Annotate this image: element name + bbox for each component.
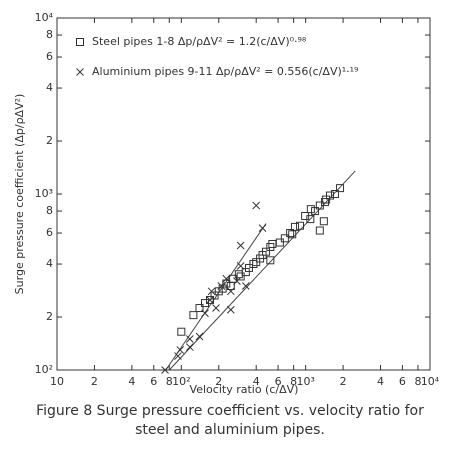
point [330,190,339,198]
point [280,234,289,243]
fit-line [168,170,356,371]
y-tick-label: 4 [46,81,53,94]
point [326,191,335,200]
point [201,309,209,318]
y-tick-label: 10³ [35,187,53,200]
legend-marker [76,38,84,46]
x-tick-label: 8 [290,375,297,388]
point [207,287,216,296]
point [217,282,226,290]
point [241,282,250,290]
point [236,272,245,281]
x-tick-label: 6 [275,375,282,388]
point [306,205,315,214]
x-tick-label: 2 [91,375,98,388]
point [210,291,219,300]
legend-label: Steel pipes 1-8 Δp/ρΔV² = 1.2(c/ΔV)⁰·⁹⁸ [92,35,307,48]
legend-label: Aluminium pipes 9-11 Δp/ρΔV² = 0.556(c/Δ… [92,65,358,78]
x-tick-label: 8 [414,375,421,388]
y-tick-label: 10² [35,363,53,376]
y-tick-label: 2 [46,310,53,323]
point [176,346,185,354]
point [222,274,231,283]
x-tick-label: 4 [128,375,135,388]
point [185,343,194,351]
point [233,277,241,285]
x-tick-label: 10⁴ [421,375,440,388]
point [161,366,169,374]
point [290,222,299,231]
legend-marker [76,68,84,76]
x-tick-label: 6 [150,375,157,388]
point [205,295,214,304]
x-tick-label: 10³ [296,375,314,388]
point [266,242,275,251]
x-tick-label: 6 [399,375,406,388]
point [206,296,214,304]
point [226,305,235,314]
x-tick-label: 4 [253,375,260,388]
fit-line [165,223,267,371]
y-tick-label: 10⁴ [35,11,54,24]
point [195,332,204,341]
point [212,304,220,312]
y-tick-label: 8 [46,28,53,41]
point [268,239,277,248]
x-axis-label: Velocity ratio (c/ΔV) [190,383,299,396]
point [319,217,328,226]
x-tick-label: 8 [166,375,173,388]
point [295,221,304,230]
point [236,262,245,270]
point [236,241,245,250]
point [185,335,194,343]
x-tick-label: 2 [215,375,222,388]
x-tick-label: 10 [50,375,64,388]
y-axis-label: Surge pressure coefficient (Δp/ρΔV²) [13,94,26,295]
y-tick-label: 4 [46,257,53,270]
point [315,226,324,235]
point [286,229,295,238]
y-tick-label: 6 [46,50,53,63]
point [306,215,315,224]
y-tick-label: 8 [46,204,53,217]
point [228,274,237,283]
x-tick-label: 10² [172,375,190,388]
point [262,247,271,256]
point [226,287,235,296]
x-tick-label: 4 [377,375,384,388]
caption: Figure 8 Surge pressure coefficient vs. … [36,403,424,438]
point [275,238,284,247]
point [252,201,261,210]
point [177,327,186,336]
point [320,198,329,207]
point [249,260,258,269]
x-tick-label: 2 [340,375,347,388]
point [189,311,198,320]
point [195,304,204,313]
point [222,279,231,288]
point [336,184,345,193]
point [266,256,275,265]
chart: Velocity ratio (c/ΔV) Surge pressure coe… [13,11,440,396]
point [174,352,182,360]
y-tick-label: 2 [46,134,53,147]
point [311,207,320,216]
point [258,224,267,232]
y-tick-label: 6 [46,226,53,239]
